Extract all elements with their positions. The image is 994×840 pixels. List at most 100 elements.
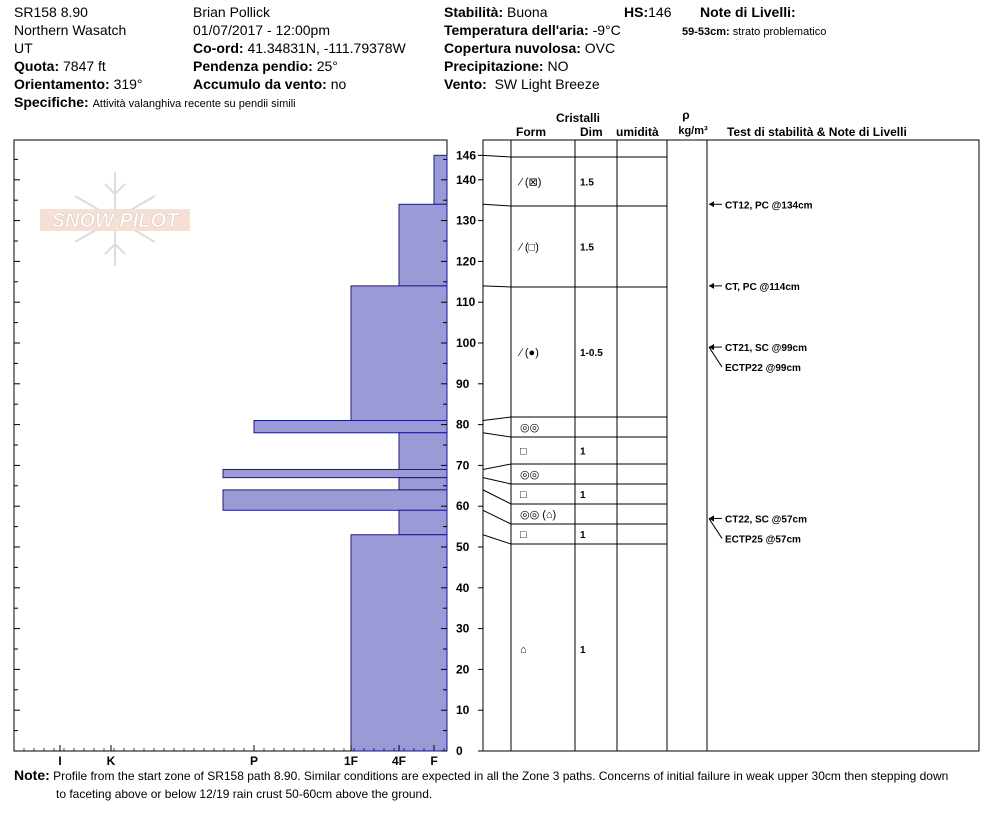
x-tick-label: I: [58, 754, 61, 768]
layer-connector: [482, 509, 512, 525]
datetime: 01/07/2017 - 12:00pm: [193, 22, 330, 38]
hardness-bar: [350, 534, 448, 752]
hs-label: HS:: [624, 4, 649, 20]
hardness-bar: [398, 477, 448, 491]
layer-note-text: strato problematico: [732, 26, 827, 38]
y-tick-label: 146: [456, 148, 476, 162]
arrow-icon: [709, 344, 714, 351]
specifics-label: Specifiche:: [14, 94, 89, 110]
y-tick-label: 120: [456, 254, 476, 268]
test-pointer-line: [708, 518, 723, 539]
y-tick-label: 130: [456, 214, 476, 228]
specifics-row: Specifiche: Attività valanghiva recente …: [14, 94, 296, 113]
note-line-1: Profile from the start zone of SR158 pat…: [53, 769, 949, 783]
cloud-row: Copertura nuvolosa: OVC: [444, 40, 615, 57]
stability-test-label: CT, PC @114cm: [725, 282, 800, 293]
hardness-bar: [398, 203, 448, 287]
crystal-size: 1: [580, 447, 586, 458]
elevation-row: Quota: 7847 ft: [14, 58, 106, 75]
note-line-2: to faceting above or below 12/19 rain cr…: [56, 787, 433, 801]
layer-connector: [482, 534, 512, 545]
crystal-form-symbol: ◎◎ (⌂): [520, 509, 556, 521]
size-header: Dim: [580, 125, 603, 139]
y-tick-label: 30: [456, 622, 470, 636]
aspect-value: 319°: [113, 76, 143, 92]
stability-label: Stabilità:: [444, 4, 504, 20]
y-tick-label: 10: [456, 703, 470, 717]
stability-test-label: ECTP25 @57cm: [725, 534, 801, 545]
hardness-bar: [398, 432, 448, 470]
crystal-size: 1: [580, 490, 586, 501]
stability-row: Stabilità: Buona: [444, 4, 548, 21]
rho-header: ρ: [682, 108, 689, 122]
crystal-size: 1: [580, 645, 586, 656]
x-tick-label: 4F: [392, 754, 406, 768]
layer-notes-title: Note di Livelli:: [700, 4, 796, 20]
y-tick-label: 20: [456, 662, 470, 676]
cloud-label: Copertura nuvolosa:: [444, 40, 581, 56]
wind-load-value: no: [330, 76, 347, 92]
precip-label: Precipitazione:: [444, 58, 544, 74]
snowpilot-logo: SNOW PILOT: [40, 172, 190, 266]
aspect-label: Orientamento:: [14, 76, 110, 92]
layer-connector: [482, 285, 512, 288]
crystal-form-symbol: □: [520, 489, 527, 501]
y-tick-label: 90: [456, 377, 470, 391]
stability-test-label: ECTP22 @99cm: [725, 363, 801, 374]
hardness-bar: [253, 420, 448, 434]
y-tick-label: 110: [456, 295, 476, 309]
hardness-bar: [222, 489, 448, 511]
wind-value: SW Light Breeze: [494, 76, 600, 92]
crystal-form-symbol: ⁄ (⊠): [517, 177, 541, 189]
crystals-header: Cristalli: [556, 111, 600, 125]
cloud-value: OVC: [584, 40, 616, 56]
layer-connector: [482, 416, 512, 422]
x-tick-label: 1F: [344, 754, 358, 768]
air-temp-row: Temperatura dell'aria: -9°C: [444, 22, 621, 39]
crystal-table-frame: [482, 139, 980, 752]
layer-connector: [482, 463, 512, 470]
air-temp-value: -9°C: [592, 22, 621, 38]
stability-test-label: CT22, SC @57cm: [725, 514, 807, 525]
precip-value: NO: [547, 58, 569, 74]
observer: Brian Pollick: [193, 4, 271, 20]
test-pointer-line: [708, 346, 723, 368]
layer-note-row: 59-53cm: strato problematico: [682, 24, 826, 41]
coord-label: Co-ord:: [193, 40, 244, 56]
y-tick-label: 0: [456, 744, 463, 758]
slope-row: Pendenza pendio: 25°: [193, 58, 338, 75]
crystal-size: 1-0.5: [580, 348, 603, 359]
crystal-form-symbol: ⌂: [520, 644, 527, 656]
wind-load-label: Accumulo da vento:: [193, 76, 327, 92]
tests-header: Test di stabilità & Note di Livelli: [727, 125, 907, 139]
elevation-label: Quota:: [14, 58, 60, 74]
y-tick-label: 40: [456, 581, 470, 595]
coord-value: 41.34831N, -111.79378W: [247, 40, 406, 56]
y-tick-label: 70: [456, 458, 470, 472]
stability-test-label: CT21, SC @99cm: [725, 343, 807, 354]
wind-label: Vento:: [444, 76, 487, 92]
y-tick-label: 100: [456, 336, 476, 350]
crystal-form-symbol: ⁄ (●): [517, 347, 539, 359]
arrow-icon: [709, 282, 714, 289]
crystal-form-symbol: ◎◎: [520, 469, 539, 481]
wind-load-row: Accumulo da vento: no: [193, 76, 346, 93]
x-tick-label: K: [107, 754, 116, 768]
slope-label: Pendenza pendio:: [193, 58, 313, 74]
density-unit-header: kg/m³: [678, 125, 708, 137]
layer-connector: [482, 154, 512, 158]
layer-connector: [482, 203, 512, 207]
x-tick-label: P: [250, 754, 258, 768]
y-tick-label: 140: [456, 173, 476, 187]
crystal-size: 1: [580, 530, 586, 541]
stability-value: Buona: [507, 4, 548, 20]
profile-id: SR158 8.90: [14, 4, 88, 20]
arrow-icon: [709, 201, 714, 208]
x-tick-label: F: [430, 754, 437, 768]
state: UT: [14, 40, 33, 56]
hs-value: 146: [648, 4, 672, 20]
form-header: Form: [516, 125, 546, 139]
layer-note-depth: 59-53cm:: [682, 26, 730, 38]
region: Northern Wasatch: [14, 22, 127, 38]
